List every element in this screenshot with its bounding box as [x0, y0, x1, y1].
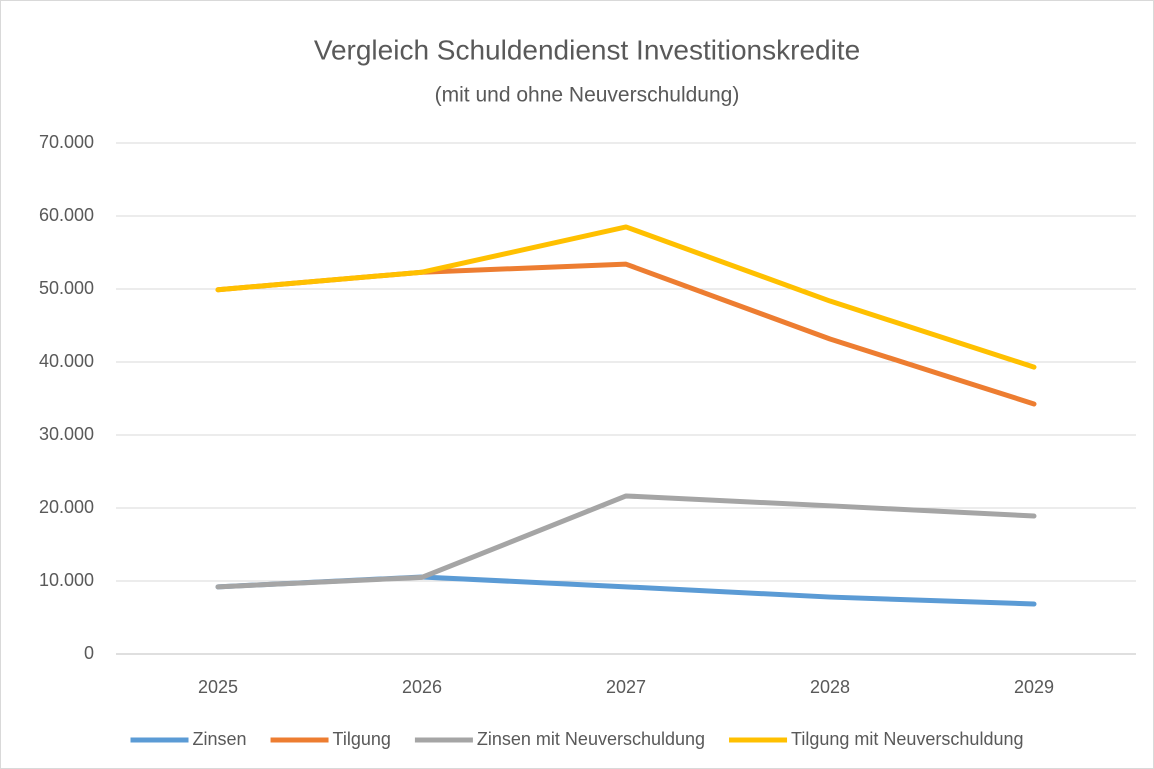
y-tick-label: 30.000 [39, 424, 94, 444]
legend-label: Zinsen [193, 729, 247, 749]
legend-label: Tilgung mit Neuverschuldung [791, 729, 1023, 749]
y-tick-label: 20.000 [39, 497, 94, 517]
x-tick-label: 2027 [606, 677, 646, 697]
x-tick-label: 2026 [402, 677, 442, 697]
x-tick-label: 2029 [1014, 677, 1054, 697]
chart-title: Vergleich Schuldendienst Investitionskre… [314, 34, 860, 65]
y-tick-label: 50.000 [39, 278, 94, 298]
y-tick-label: 10.000 [39, 570, 94, 590]
y-tick-label: 40.000 [39, 351, 94, 371]
legend-label: Tilgung [333, 729, 391, 749]
series-line [215, 224, 1037, 370]
series-line [215, 493, 1037, 590]
chart-subtitle: (mit und ohne Neuverschuldung) [435, 84, 740, 107]
y-tick-label: 0 [84, 643, 94, 663]
y-tick-label: 60.000 [39, 205, 94, 225]
x-tick-label: 2025 [198, 677, 238, 697]
y-tick-label: 70.000 [39, 132, 94, 152]
x-tick-label: 2028 [810, 677, 850, 697]
legend-label: Zinsen mit Neuverschuldung [477, 729, 705, 749]
